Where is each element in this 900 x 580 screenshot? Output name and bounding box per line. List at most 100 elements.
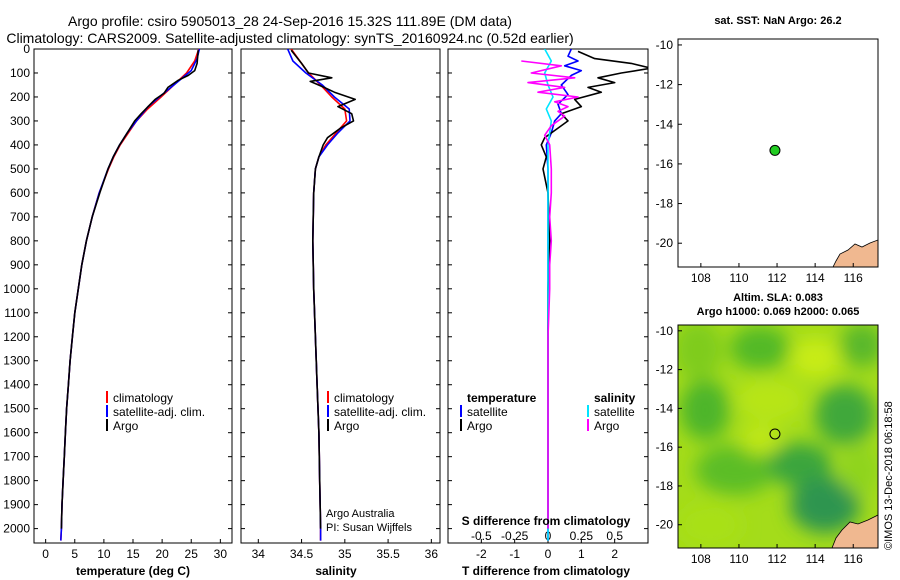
- temperature-x-label: temperature (deg C): [76, 564, 190, 578]
- x-tick-label: 35.5: [376, 547, 400, 561]
- pressure-axis: 0 100 200 300 400 500 600 700 800 900 1000 1100 1200…: [3, 42, 648, 536]
- y-tick-label: 1300: [3, 354, 30, 368]
- s-tick-label: -0.5: [471, 529, 492, 543]
- y-tick-label: 600: [10, 186, 30, 200]
- y-tick-label: 0: [23, 42, 30, 56]
- legend-s-satellite-label: satellite: [594, 405, 635, 419]
- temperature-panel: 0100200300400500600700800900100011001200…: [3, 42, 648, 578]
- lat-tick-label: -12: [656, 78, 674, 92]
- salinity-panel: 34 34.5 35 35.5 36 salinity climatology sate…: [240, 48, 441, 578]
- x-tick-label: 34: [252, 547, 266, 561]
- sla-map-title: Altim. SLA: 0.083: [733, 292, 823, 304]
- lat-tick-label: -10: [656, 38, 674, 52]
- x-tick-label: 36: [425, 547, 439, 561]
- legend-t-satellite-label: satellite: [467, 405, 508, 419]
- figure-title-line2: Climatology: CARS2009. Satellite-adjuste…: [6, 30, 573, 46]
- s-tick-label: -0.25: [501, 529, 529, 543]
- y-tick-label: 1800: [3, 474, 30, 488]
- temperature-legend: climatology satellite-adj. clim. Argo: [106, 391, 205, 433]
- lon-tick-label: 108: [691, 271, 711, 285]
- land-mass: [832, 239, 878, 267]
- lat-tick-label: -18: [656, 197, 674, 211]
- sla-anomaly-patches: [678, 325, 878, 547]
- series-line-t-argo: [540, 50, 648, 529]
- lat-tick-label: -20: [656, 236, 674, 250]
- sla-map-axes: 108 110 112 114 116 -10 -12 -14 -16 -18 -20: [656, 324, 863, 566]
- series-line-argo: [290, 49, 357, 529]
- sla-map-subtitle: Argo h1000: 0.069 h2000: 0.065: [697, 306, 860, 318]
- sst-map-axes: 108 110 112 114 116 -10 -12 -14 -16 -18 -20: [656, 38, 863, 285]
- legend-satellite-label: satellite-adj. clim.: [113, 405, 205, 419]
- argo-location-marker: [769, 428, 781, 440]
- y-tick-label: 1700: [3, 450, 30, 464]
- y-tick-label: 1600: [3, 426, 30, 440]
- x-tick-label: 35: [338, 547, 352, 561]
- y-tick-label: 700: [10, 210, 30, 224]
- salinity-legend: climatology satellite-adj. clim. Argo: [327, 391, 426, 433]
- series-line-satellite-adj-clim-: [60, 49, 201, 541]
- s-difference-label: S difference from climatology: [462, 514, 631, 528]
- y-tick-label: 1200: [3, 330, 30, 344]
- salinity-x-label: salinity: [315, 564, 357, 578]
- sla-map-frame: [677, 324, 879, 549]
- lat-tick-label: -14: [656, 401, 674, 415]
- lon-tick-label: 116: [844, 552, 863, 566]
- legend-salinity-heading: salinity: [594, 391, 636, 405]
- y-tick-label: 2000: [3, 522, 30, 536]
- y-tick-label: 1400: [3, 378, 30, 392]
- lat-tick-label: -18: [656, 479, 674, 493]
- temperature-profiles: [60, 49, 201, 541]
- t-difference-x-label: T difference from climatology: [462, 564, 630, 578]
- legend-temperature-heading: temperature: [467, 391, 537, 405]
- data-provider-annotation: Argo Australia: [326, 508, 395, 520]
- legend-s-argo-label: Argo: [594, 419, 620, 433]
- lon-tick-label: 112: [767, 552, 786, 566]
- lon-tick-label: 108: [691, 552, 711, 566]
- sst-map-title: sat. SST: NaN Argo: 26.2: [714, 15, 841, 27]
- sst-map-coastline: [832, 239, 878, 267]
- land-mass: [831, 514, 878, 548]
- x-tick-label: 0: [545, 547, 552, 561]
- x-tick-label: 1: [578, 547, 585, 561]
- lon-tick-label: 110: [729, 552, 748, 566]
- x-tick-label: 25: [185, 547, 199, 561]
- sla-field: [678, 325, 878, 548]
- x-tick-label: 5: [71, 547, 78, 561]
- lon-tick-label: 114: [806, 271, 825, 285]
- imos-credit: ©IMOS 13-Dec-2018 06:18:58: [883, 401, 895, 550]
- y-tick-label: 900: [10, 258, 30, 272]
- y-tick-label: 1900: [3, 498, 30, 512]
- x-tick-label: 15: [126, 547, 140, 561]
- s-tick-label: 0.25: [570, 529, 594, 543]
- lat-tick-label: -12: [656, 363, 674, 377]
- x-tick-label: 30: [214, 547, 228, 561]
- y-tick-label: 100: [10, 66, 30, 80]
- series-line-s-argo: [521, 60, 579, 529]
- difference-legend: temperature satellite Argo salinity sate…: [460, 391, 636, 433]
- lat-tick-label: -16: [656, 157, 674, 171]
- y-tick-label: 400: [10, 138, 30, 152]
- s-difference-axis: -0.5 -0.25 0 0.25 0.5: [471, 529, 623, 543]
- lon-tick-label: 110: [729, 271, 748, 285]
- legend-t-argo-label: Argo: [467, 419, 493, 433]
- y-tick-label: 1500: [3, 402, 30, 416]
- legend-climatology-label: climatology: [113, 391, 173, 405]
- difference-profiles: [521, 49, 648, 541]
- y-tick-label: 800: [10, 234, 30, 248]
- x-tick-label: -2: [476, 547, 487, 561]
- lon-tick-label: 116: [844, 271, 863, 285]
- y-tick-label: 500: [10, 162, 30, 176]
- x-tick-label: 0: [42, 547, 49, 561]
- x-tick-label: 2: [611, 547, 618, 561]
- lat-tick-label: -16: [656, 440, 674, 454]
- salinity-x-axis: 34 34.5 35 35.5 36: [252, 539, 439, 561]
- principal-investigator-annotation: PI: Susan Wijffels: [326, 522, 412, 534]
- salinity-plot-frame: [240, 48, 441, 544]
- lat-tick-label: -20: [656, 518, 674, 532]
- x-tick-label: 34.5: [290, 547, 314, 561]
- lat-tick-label: -14: [656, 117, 674, 131]
- lon-tick-label: 114: [806, 552, 825, 566]
- lat-tick-label: -10: [656, 324, 674, 338]
- temperature-x-axis: 0 5 10 15 20 25 30: [42, 539, 227, 561]
